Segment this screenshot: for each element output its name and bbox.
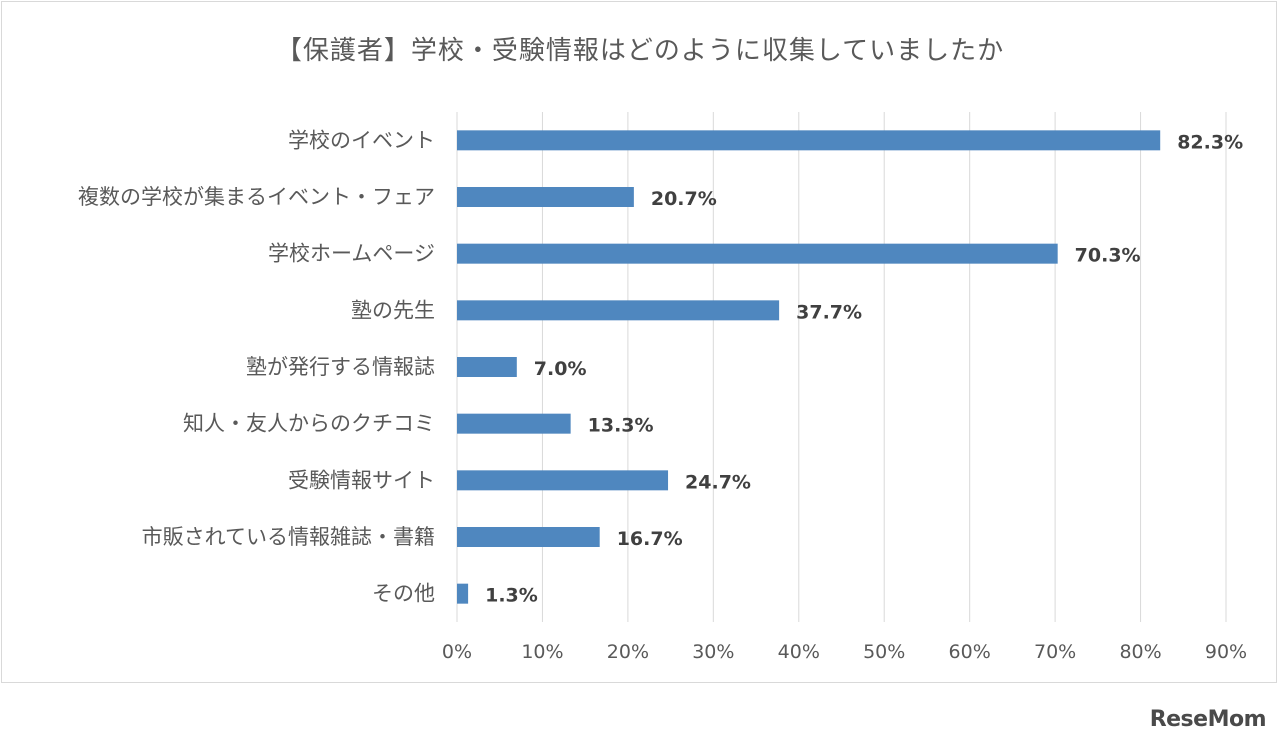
category-label: 受験情報サイト [288,468,435,492]
x-tick-label: 80% [1119,641,1161,663]
data-label: 20.7% [651,188,717,210]
data-label: 24.7% [685,471,751,493]
bar [457,413,571,434]
data-label: 13.3% [588,415,654,437]
bar [457,187,634,207]
bar [457,357,517,377]
x-tick-label: 90% [1205,641,1247,663]
data-label: 1.3% [485,585,538,607]
x-tick-label: 20% [607,641,649,663]
x-tick-label: 30% [692,641,734,663]
x-tick-label: 10% [521,641,563,663]
data-label: 82.3% [1177,131,1243,153]
data-label: 70.3% [1075,245,1141,267]
x-tick-label: 60% [949,641,991,663]
resemom-logo: ReseMom [1149,707,1267,732]
category-label: 塾が発行する情報誌 [246,355,435,379]
x-tick-label: 70% [1034,641,1076,663]
category-label: 知人・友人からのクチコミ [183,412,435,436]
bar [457,243,1058,264]
bar [457,583,469,604]
category-label: 学校ホームページ [268,242,435,266]
data-label: 16.7% [617,528,683,550]
category-label: 複数の学校が集まるイベント・フェア [78,185,435,209]
x-tick-label: 50% [863,641,905,663]
chart-frame: 【保護者】学校・受験情報はどのように収集していましたか 0% 10% 20% 30% 4… [1,1,1277,683]
bar [457,300,780,321]
category-label: 市販されている情報雑誌・書籍 [142,525,435,549]
bar [457,130,1161,151]
bar [457,470,669,491]
category-label: 塾の先生 [351,298,435,322]
chart-title: 【保護者】学校・受験情報はどのように収集していましたか [275,36,1005,66]
data-label: 37.7% [796,301,862,323]
x-tick-label: 40% [778,641,820,663]
data-label: 7.0% [534,358,587,380]
bar [457,527,600,547]
x-tick-label: 0% [442,641,472,663]
category-label: その他 [372,582,435,606]
category-label: 学校のイベント [288,128,435,152]
bar-chart: 0% 10% 20% 30% 40% 50% 60% 70% 80% 90% 学校のイベント 82.3… [78,112,1247,663]
